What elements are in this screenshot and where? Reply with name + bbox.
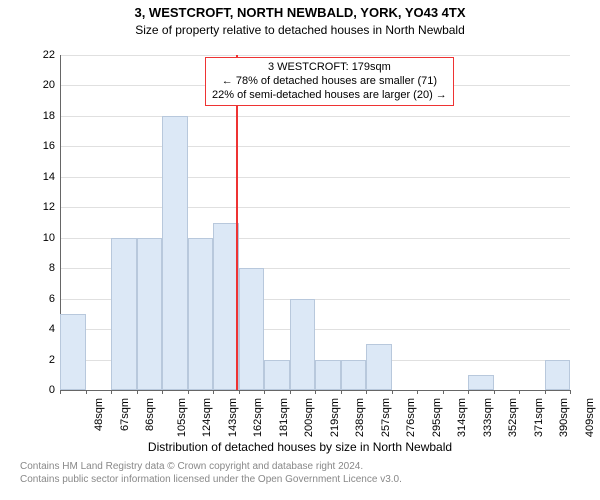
annotation-line: 3 WESTCROFT: 179sqm xyxy=(212,61,447,75)
xtick-mark xyxy=(188,390,189,394)
xtick-label: 390sqm xyxy=(558,398,570,437)
xtick-label: 86sqm xyxy=(144,398,156,431)
histogram-bar xyxy=(290,299,316,390)
ytick-label: 14 xyxy=(30,171,55,183)
x-axis-label: Distribution of detached houses by size … xyxy=(0,440,600,454)
grid-line xyxy=(60,177,570,178)
grid-line xyxy=(60,116,570,117)
ytick-label: 22 xyxy=(30,49,55,61)
histogram-bar xyxy=(239,268,265,390)
ytick-label: 8 xyxy=(30,262,55,274)
xtick-mark xyxy=(341,390,342,394)
annotation-box: 3 WESTCROFT: 179sqm← 78% of detached hou… xyxy=(205,57,454,106)
xtick-label: 124sqm xyxy=(201,398,213,437)
xtick-label: 238sqm xyxy=(354,398,366,437)
xtick-mark xyxy=(315,390,316,394)
ytick-label: 0 xyxy=(30,384,55,396)
xtick-label: 181sqm xyxy=(278,398,290,437)
xtick-label: 352sqm xyxy=(507,398,519,437)
histogram-bar xyxy=(468,375,494,390)
xtick-label: 409sqm xyxy=(584,398,596,437)
xtick-mark xyxy=(111,390,112,394)
annotation-line: ← 78% of detached houses are smaller (71… xyxy=(212,75,447,89)
xtick-label: 276sqm xyxy=(405,398,417,437)
histogram-bar xyxy=(137,238,163,390)
xtick-mark xyxy=(86,390,87,394)
histogram-bar xyxy=(341,360,367,390)
xtick-label: 200sqm xyxy=(303,398,315,437)
histogram-bar xyxy=(264,360,290,390)
histogram-bar xyxy=(60,314,86,390)
xtick-label: 333sqm xyxy=(482,398,494,437)
xtick-mark xyxy=(60,390,61,394)
grid-line xyxy=(60,207,570,208)
grid-line xyxy=(60,55,570,56)
xtick-mark xyxy=(443,390,444,394)
xtick-mark xyxy=(519,390,520,394)
xtick-mark xyxy=(290,390,291,394)
xtick-label: 67sqm xyxy=(119,398,131,431)
histogram-bar xyxy=(162,116,188,390)
xtick-label: 295sqm xyxy=(431,398,443,437)
ytick-label: 12 xyxy=(30,201,55,213)
xtick-mark xyxy=(468,390,469,394)
histogram-bar xyxy=(111,238,137,390)
ytick-label: 16 xyxy=(30,140,55,152)
ytick-label: 10 xyxy=(30,232,55,244)
histogram-bar xyxy=(315,360,341,390)
histogram-bar xyxy=(545,360,571,390)
xtick-mark xyxy=(570,390,571,394)
histogram-bar xyxy=(188,238,214,390)
xtick-mark xyxy=(239,390,240,394)
xtick-mark xyxy=(162,390,163,394)
ytick-label: 6 xyxy=(30,293,55,305)
ytick-label: 18 xyxy=(30,110,55,122)
xtick-mark xyxy=(392,390,393,394)
ytick-label: 20 xyxy=(30,79,55,91)
footer-line-2: Contains public sector information licen… xyxy=(20,473,600,486)
xtick-label: 314sqm xyxy=(456,398,468,437)
xtick-mark xyxy=(366,390,367,394)
xtick-label: 257sqm xyxy=(380,398,392,437)
xtick-label: 105sqm xyxy=(176,398,188,437)
xtick-mark xyxy=(494,390,495,394)
grid-line xyxy=(60,146,570,147)
annotation-line: 22% of semi-detached houses are larger (… xyxy=(212,89,447,103)
xtick-label: 371sqm xyxy=(533,398,545,437)
chart-subtitle: Size of property relative to detached ho… xyxy=(0,23,600,37)
xtick-label: 48sqm xyxy=(93,398,105,431)
chart-title: 3, WESTCROFT, NORTH NEWBALD, YORK, YO43 … xyxy=(0,5,600,20)
plot-area: 024681012141618202248sqm67sqm86sqm105sqm… xyxy=(60,55,570,390)
xtick-mark xyxy=(213,390,214,394)
xtick-label: 219sqm xyxy=(329,398,341,437)
footer-attribution: Contains HM Land Registry data © Crown c… xyxy=(0,460,600,486)
footer-line-1: Contains HM Land Registry data © Crown c… xyxy=(20,460,600,473)
histogram-bar xyxy=(213,223,239,391)
chart-container: 3, WESTCROFT, NORTH NEWBALD, YORK, YO43 … xyxy=(0,0,600,500)
xtick-mark xyxy=(545,390,546,394)
xtick-label: 143sqm xyxy=(227,398,239,437)
histogram-bar xyxy=(366,344,392,390)
ytick-label: 4 xyxy=(30,323,55,335)
xtick-label: 162sqm xyxy=(252,398,264,437)
ytick-label: 2 xyxy=(30,354,55,366)
xtick-mark xyxy=(137,390,138,394)
xtick-mark xyxy=(417,390,418,394)
xtick-mark xyxy=(264,390,265,394)
